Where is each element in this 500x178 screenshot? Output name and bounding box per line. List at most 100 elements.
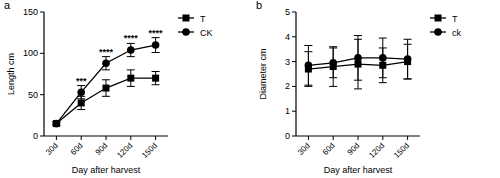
- plot-area: [304, 36, 411, 89]
- x-tick-label: 30d: [296, 141, 312, 157]
- x-tick: [155, 136, 156, 140]
- y-axis: [295, 12, 296, 136]
- data-point: [354, 54, 362, 62]
- error-cap: [354, 80, 362, 81]
- error-bar: [127, 43, 135, 56]
- data-point: [78, 99, 85, 106]
- y-tick: [40, 12, 44, 13]
- x-tick-label: 150d: [392, 141, 411, 160]
- y-tick-label: 0: [285, 131, 290, 141]
- data-point: [329, 59, 337, 67]
- y-tick: [292, 86, 296, 87]
- x-tick-label: 120d: [367, 141, 386, 160]
- y-axis-title: Diameter cm: [258, 48, 268, 99]
- error-cap: [152, 52, 160, 53]
- y-tick-label: 0: [33, 131, 38, 141]
- data-point: [379, 54, 387, 62]
- legend-marker: [435, 15, 442, 22]
- error-bar: [329, 48, 337, 78]
- panel: a05010015030d60d90d120d150dLength cmDay …: [4, 0, 213, 175]
- error-cap: [354, 88, 362, 89]
- significance: ****: [149, 28, 164, 38]
- error-bar: [354, 36, 362, 81]
- error-cap: [379, 38, 387, 39]
- series-line: [56, 78, 155, 123]
- error-cap: [152, 71, 160, 72]
- y-tick: [292, 12, 296, 13]
- error-bar: [404, 39, 412, 79]
- x-tick: [407, 136, 408, 140]
- error-bar: [152, 38, 160, 53]
- x-tick-label: 60d: [69, 141, 85, 157]
- error-cap: [379, 77, 387, 78]
- x-tick-label: 60d: [321, 141, 337, 157]
- error-cap: [77, 98, 85, 99]
- x-tick-label: 30d: [44, 141, 60, 157]
- y-tick-label: 150: [23, 7, 38, 17]
- legend-entry: ck: [430, 28, 462, 38]
- data-point: [127, 75, 134, 82]
- error-cap: [329, 86, 337, 87]
- y-tick-label: 3: [285, 57, 290, 67]
- legend-entry: CK: [178, 28, 213, 38]
- y-tick: [40, 94, 44, 95]
- error-bar: [304, 45, 312, 85]
- x-tick-label: 120d: [115, 141, 134, 160]
- data-point: [305, 62, 313, 70]
- error-cap: [77, 109, 85, 110]
- legend-label: CK: [200, 28, 213, 38]
- error-bar: [102, 57, 110, 70]
- y-tick-label: 2: [285, 81, 290, 91]
- legend-label: ck: [452, 28, 462, 38]
- error-cap: [102, 96, 110, 97]
- error-cap: [354, 35, 362, 36]
- y-tick-label: 50: [28, 90, 38, 100]
- error-cap: [329, 46, 337, 47]
- error-cap: [152, 84, 160, 85]
- error-bar: [127, 70, 135, 87]
- data-point: [53, 120, 60, 127]
- legend-label: T: [200, 14, 206, 24]
- data-point: [152, 41, 160, 49]
- legend-label: T: [452, 14, 458, 24]
- data-point: [77, 88, 85, 96]
- x-tick: [333, 136, 334, 140]
- error-bar: [152, 72, 160, 85]
- plot-area: [52, 38, 159, 128]
- y-tick: [292, 36, 296, 37]
- data-point: [103, 85, 110, 92]
- error-bar: [77, 86, 85, 99]
- error-cap: [304, 45, 312, 46]
- data-point: [102, 59, 110, 67]
- figure: a05010015030d60d90d120d150dLength cmDay …: [0, 0, 500, 178]
- x-tick: [81, 136, 82, 140]
- error-cap: [329, 47, 337, 48]
- x-tick-label: 150d: [140, 141, 159, 160]
- y-tick-label: 100: [23, 48, 38, 58]
- panel: b01234530d60d90d120d150dDiameter cmDay a…: [256, 0, 462, 175]
- data-point: [53, 120, 61, 128]
- x-tick: [130, 136, 131, 140]
- legend-marker: [434, 28, 442, 36]
- y-tick: [292, 136, 296, 137]
- error-cap: [379, 82, 387, 83]
- y-axis: [43, 12, 44, 136]
- y-tick-label: 4: [285, 32, 290, 42]
- error-cap: [304, 85, 312, 86]
- x-tick: [106, 136, 107, 140]
- error-bar: [102, 80, 110, 97]
- error-bar: [379, 38, 387, 78]
- series-line: [56, 45, 155, 124]
- significance: ****: [99, 47, 114, 57]
- x-tick: [358, 136, 359, 140]
- x-tick-label: 90d: [94, 141, 110, 157]
- y-axis-title: Length cm: [6, 53, 16, 95]
- error-cap: [102, 79, 110, 80]
- data-point: [127, 46, 135, 54]
- legend-entry: T: [430, 14, 458, 24]
- error-cap: [329, 77, 337, 78]
- error-bar: [77, 96, 85, 109]
- legend-marker: [183, 15, 190, 22]
- error-cap: [404, 39, 412, 40]
- significance: ****: [124, 33, 139, 43]
